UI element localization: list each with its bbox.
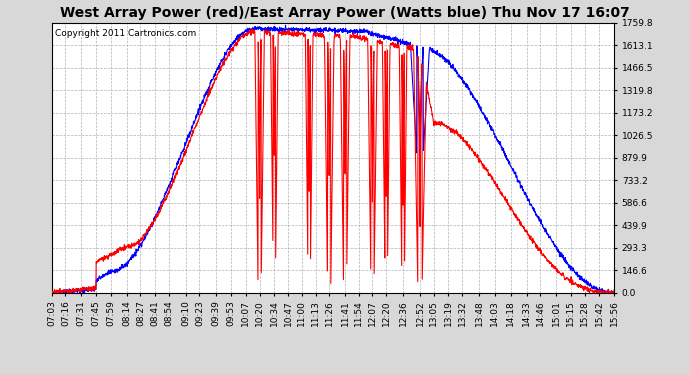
Text: Copyright 2011 Cartronics.com: Copyright 2011 Cartronics.com [55,29,196,38]
Text: West Array Power (red)/East Array Power (Watts blue) Thu Nov 17 16:07: West Array Power (red)/East Array Power … [60,6,630,20]
